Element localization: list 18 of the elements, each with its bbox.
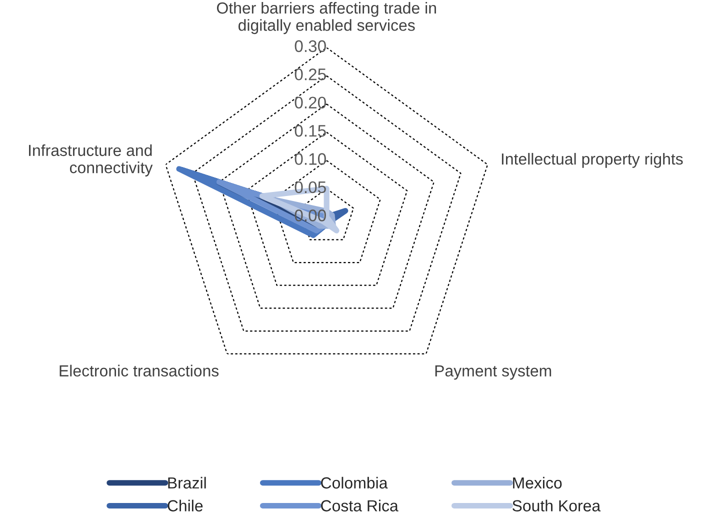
y-tick-label: 0.20 bbox=[294, 96, 326, 109]
y-tick-label: 0.00 bbox=[294, 210, 326, 222]
y-tick-label: 0.30 bbox=[294, 40, 326, 52]
legend-label: Costa Rica bbox=[321, 500, 398, 512]
y-tick-label: 0.05 bbox=[294, 181, 326, 194]
legend-label: Chile bbox=[168, 500, 203, 512]
y-tick-label: 0.10 bbox=[294, 153, 326, 165]
spoke-label: Payment system bbox=[435, 365, 552, 380]
legend-label: Mexico bbox=[513, 476, 562, 489]
spoke-label: Electronic transactions bbox=[60, 364, 219, 377]
y-tick-label: 0.15 bbox=[294, 124, 326, 137]
legend-label: South Korea bbox=[512, 500, 601, 512]
spoke-label: Intellectual property rights bbox=[502, 152, 683, 168]
y-tick-label: 0.25 bbox=[294, 68, 326, 80]
legend-label: Brazil bbox=[168, 476, 206, 489]
legend-label: Colombia bbox=[321, 476, 388, 489]
spoke-label: Other barriers affecting trade in digitally enabled services bbox=[216, 2, 436, 34]
spoke-label: Infrastructure and connectivity bbox=[29, 144, 153, 176]
